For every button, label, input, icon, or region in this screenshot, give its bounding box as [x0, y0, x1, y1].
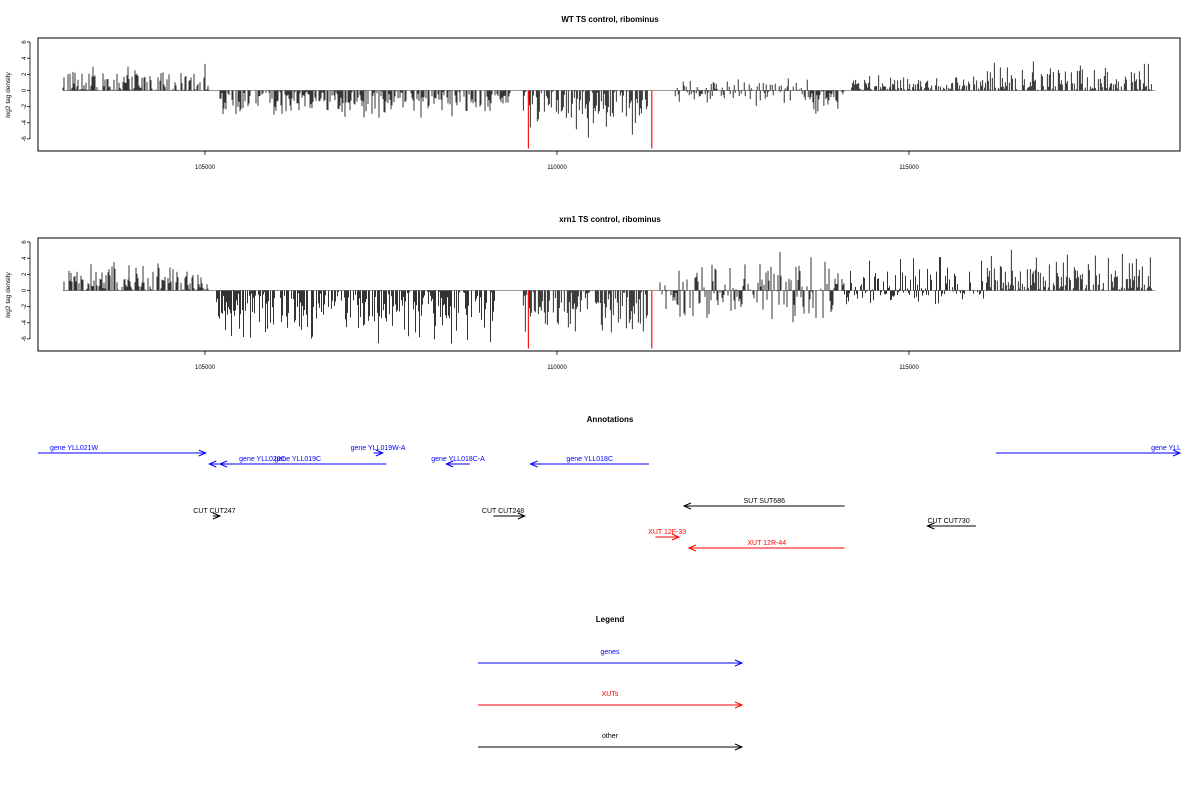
- panel-wt-title: WT TS control, ribominus: [561, 15, 659, 24]
- feature-label: CUT CUT248: [482, 508, 524, 515]
- feature-label: gene YLL019C: [275, 456, 322, 463]
- y-tick-label: 0: [22, 288, 28, 292]
- panel-xrn1-title: xrn1 TS control, ribominus: [559, 215, 661, 224]
- arrowhead: [734, 743, 744, 751]
- panel-xrn1-bars: [62, 249, 1156, 349]
- legend-panel: Legend genes XUTs other: [478, 615, 744, 751]
- x-tick-label: 105000: [195, 165, 216, 171]
- y-tick-label: 0: [22, 88, 28, 92]
- x-tick-label: 110000: [547, 165, 567, 171]
- feature-label: gene YLL018C-A: [431, 456, 485, 463]
- arrowhead: [682, 502, 692, 510]
- y-tick-label: 2: [22, 272, 28, 276]
- feature-label: XUT 12R-44: [747, 540, 786, 547]
- x-tick-label: 110000: [547, 365, 567, 371]
- y-tick-label: 6: [22, 40, 28, 44]
- y-tick-label: -4: [22, 319, 28, 325]
- arrowhead: [687, 544, 697, 552]
- arrowhead: [671, 533, 681, 541]
- arrowhead: [734, 659, 744, 667]
- annotation-feature: gene YLL019C: [208, 456, 387, 468]
- panel-xrn1: xrn1 TS control, ribominus log2 tag dens…: [5, 215, 1181, 371]
- y-tick-label: -6: [22, 136, 28, 142]
- y-tick-label: -6: [22, 336, 28, 342]
- legend-label: XUTs: [602, 691, 619, 698]
- annotation-feature: gene YLL019W-A: [351, 445, 406, 457]
- feature-label: XUT 12F-33: [648, 529, 686, 536]
- annotation-feature: CUT CUT248: [482, 508, 527, 520]
- annotation-tracks: gene YLL021W gene YLL020C gene YLL019W-A ge…: [38, 445, 1182, 552]
- panel-wt-y-axis: 6 4 2 0 -2 -4 -6: [22, 40, 31, 142]
- annotation-feature: gene YLL018C-A: [431, 456, 485, 468]
- arrowhead: [198, 449, 208, 457]
- legend-item-gene: genes: [478, 649, 744, 667]
- feature-label: gene YLL021W: [50, 445, 99, 452]
- annotation-feature: SUT SUT686: [682, 498, 845, 510]
- panel-xrn1-ylabel: log2 tag density: [5, 271, 12, 317]
- y-tick-label: 4: [22, 56, 28, 60]
- y-tick-label: 4: [22, 256, 28, 260]
- panel-xrn1-y-axis: 6 4 2 0 -2 -4 -6: [22, 240, 31, 342]
- arrowhead: [375, 449, 385, 457]
- panel-wt-frame: [37, 37, 1181, 152]
- arrowhead: [212, 512, 222, 520]
- y-tick-label: 2: [22, 72, 28, 76]
- annotations-title: Annotations: [587, 415, 634, 424]
- panel-wt-x-axis: 105000 110000 115000: [195, 151, 919, 171]
- annotation-feature: gene YLL: [995, 445, 1182, 457]
- legend-items: genes XUTs other: [478, 649, 744, 751]
- y-tick-label: 6: [22, 240, 28, 244]
- arrowhead: [1172, 449, 1182, 457]
- annotation-feature: gene YLL021W: [38, 445, 208, 457]
- feature-label: gene YLL: [1151, 445, 1181, 452]
- annotation-feature: CUT CUT730: [926, 518, 976, 530]
- x-tick-label: 115000: [899, 365, 919, 371]
- feature-label: CUT CUT247: [193, 508, 235, 515]
- panel-wt: WT TS control, ribominus log2 tag densit…: [5, 15, 1181, 171]
- legend-item-other: other: [478, 733, 744, 751]
- arrowhead: [208, 460, 217, 468]
- y-tick-label: -4: [22, 119, 28, 125]
- annotation-feature: gene YLL018C: [529, 456, 649, 468]
- arrowhead: [529, 460, 538, 468]
- feature-label: CUT CUT730: [927, 518, 969, 525]
- panel-wt-bars: [62, 61, 1156, 149]
- feature-label: SUT SUT686: [743, 498, 785, 505]
- feature-label: gene YLL019W-A: [351, 445, 406, 452]
- panel-xrn1-frame: [37, 237, 1181, 352]
- arrowhead: [517, 512, 527, 520]
- legend-title: Legend: [596, 615, 625, 624]
- panel-wt-ylabel: log2 tag density: [5, 71, 12, 117]
- y-tick-label: -2: [22, 103, 28, 109]
- annotation-feature: CUT CUT247: [193, 508, 236, 520]
- arrowhead: [926, 522, 935, 530]
- y-tick-label: -2: [22, 303, 28, 309]
- x-tick-label: 105000: [195, 365, 216, 371]
- legend-item-xut: XUTs: [478, 691, 744, 709]
- legend-label: other: [602, 733, 619, 740]
- arrowhead: [444, 460, 454, 468]
- legend-label: genes: [600, 649, 620, 656]
- feature-label: gene YLL020C: [239, 456, 286, 463]
- x-tick-label: 115000: [899, 165, 919, 171]
- panel-xrn1-x-axis: 105000 110000 115000: [195, 351, 919, 371]
- arrowhead: [734, 701, 744, 709]
- feature-label: gene YLL018C: [566, 456, 613, 463]
- annotation-feature: XUT 12F-33: [648, 529, 686, 541]
- annotation-feature: XUT 12R-44: [687, 540, 845, 552]
